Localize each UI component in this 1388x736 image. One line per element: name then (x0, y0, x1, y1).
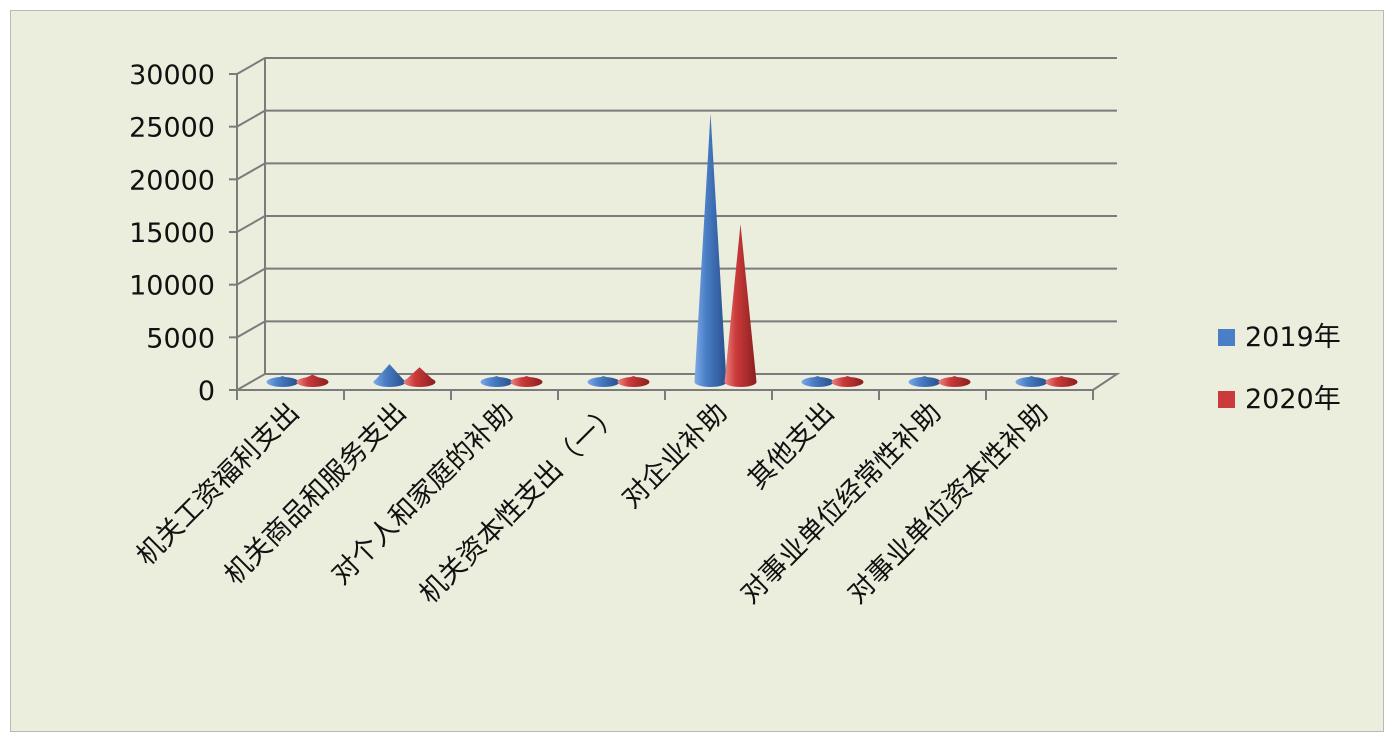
gridline (236, 267, 1117, 286)
y-tick-label: 0 (198, 376, 215, 407)
gridline (236, 320, 1117, 339)
legend-swatch (1218, 391, 1235, 408)
cone-series-2 (617, 376, 650, 387)
x-tick-label: 机关资本性支出（一） (414, 397, 627, 610)
cone-series-1 (587, 376, 620, 387)
cone-series-2 (403, 367, 436, 387)
x-tick-label: 对个人和家庭的补助 (326, 397, 520, 591)
cone-series-2 (831, 376, 864, 387)
cone-series-1 (480, 376, 513, 387)
gridlines (236, 57, 1117, 339)
cone-series-1 (266, 376, 299, 387)
cone-series-2 (510, 376, 543, 387)
x-tick-label: 机关商品和服务支出 (219, 397, 413, 591)
y-axis: 0 5000 10000 15000 20000 25000 30000 (129, 60, 238, 407)
y-tick-label: 20000 (129, 165, 215, 196)
x-tick-label: 对事业单位资本性补助 (842, 397, 1055, 610)
y-tick-label: 5000 (146, 323, 215, 354)
cone-series-1 (908, 376, 941, 387)
cone-series-1 (373, 364, 406, 387)
chart-floor (233, 373, 1121, 391)
legend-entry: 2019年 (1218, 322, 1341, 353)
x-tick-label: 对事业单位经常性补助 (735, 397, 948, 610)
cone-series-2 (296, 374, 329, 387)
x-axis: 机关工资福利支出机关商品和服务支出对个人和家庭的补助机关资本性支出（一）对企业补… (131, 390, 1094, 610)
y-tick-label: 25000 (129, 113, 215, 144)
gridline (236, 215, 1117, 233)
legend-label: 2019年 (1245, 322, 1341, 353)
cone-series-2 (1045, 376, 1078, 387)
cone-series-1 (801, 376, 834, 387)
legend-entry: 2020年 (1218, 384, 1341, 415)
x-tick-label: 其他支出 (742, 397, 840, 495)
legend-swatch (1218, 329, 1235, 346)
cone-series-2 (724, 224, 757, 387)
cone-marks (266, 113, 1078, 387)
gridline (236, 162, 1117, 181)
floor-plane (233, 373, 1121, 391)
legend-label: 2020年 (1245, 384, 1341, 415)
y-tick-label: 30000 (129, 60, 215, 91)
x-tick-label: 对企业补助 (616, 397, 733, 514)
gridline (236, 57, 1117, 75)
y-tick-label: 15000 (129, 218, 215, 249)
cone-series-1 (1015, 376, 1048, 387)
cone-series-2 (938, 376, 971, 387)
legend: 2019年 2020年 (1218, 322, 1341, 415)
cone-series-1 (694, 113, 727, 387)
y-tick-label: 10000 (129, 271, 215, 302)
gridline (236, 109, 1117, 128)
